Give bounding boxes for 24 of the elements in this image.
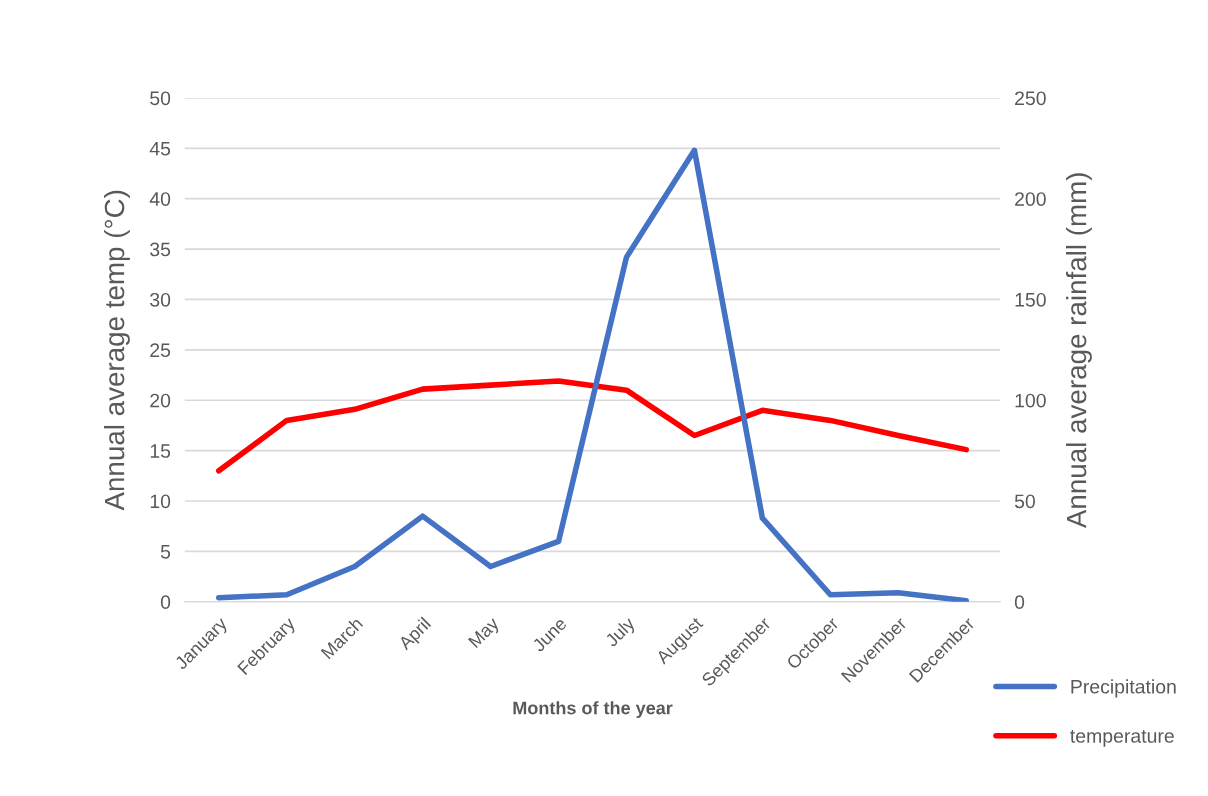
y2-axis-title: Annual average rainfall (mm) — [1066, 173, 1092, 529]
y-tick-label: 0 — [160, 595, 171, 610]
legend-label: temperature — [1070, 730, 1174, 747]
y2-tick-label: 100 — [1015, 393, 1046, 408]
y-axis-title: Annual average temp (°C) — [103, 190, 130, 511]
x-tick-label: May — [468, 616, 503, 651]
y2-tick-label: 200 — [1015, 192, 1046, 206]
y-tick-label: 40 — [149, 192, 171, 206]
y-tick-label: 5 — [160, 545, 171, 559]
y2-tick-label: 250 — [1015, 91, 1046, 106]
y2-tick-label: 150 — [1015, 292, 1046, 307]
y-tick-label: 35 — [150, 242, 171, 257]
legend-label: Precipitation — [1071, 679, 1176, 698]
y-tick-label: 10 — [150, 494, 171, 509]
y-tick-label: 45 — [149, 141, 171, 156]
y-tick-label: 50 — [150, 91, 171, 106]
y2-tick-label: 0 — [1014, 595, 1025, 610]
y-tick-label: 20 — [150, 393, 171, 408]
x-tick-label: July — [603, 615, 639, 651]
y2-tick-label: 50 — [1014, 494, 1035, 509]
x-axis-title: Months of the year — [513, 701, 673, 718]
y-tick-label: 15 — [150, 444, 171, 458]
y-tick-label: 30 — [150, 292, 171, 307]
y-tick-label: 25 — [150, 343, 171, 358]
